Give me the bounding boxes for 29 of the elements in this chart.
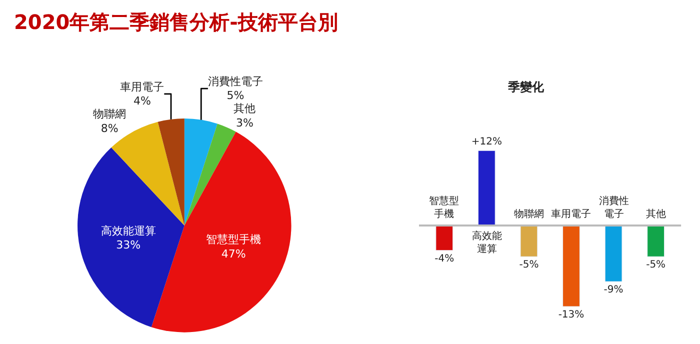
x-tick-label: 其他 xyxy=(646,208,666,220)
data-label: 33% xyxy=(116,238,141,252)
data-label: 4% xyxy=(133,94,151,108)
data-label: 5% xyxy=(226,89,244,102)
slice-label: 物聯網 xyxy=(93,108,126,121)
pie-slice xyxy=(78,148,184,328)
data-label: -4% xyxy=(434,253,454,264)
slice-label: 高效能運算 xyxy=(100,224,156,238)
data-label: -5% xyxy=(646,260,666,271)
pie-slice xyxy=(184,124,236,226)
x-tick-label: 智慧型手機 xyxy=(429,195,459,220)
x-tick-label: 物聯網 xyxy=(514,208,544,220)
data-label: -5% xyxy=(519,260,539,271)
data-label: 47% xyxy=(221,247,246,260)
pie-slice xyxy=(158,118,184,226)
data-label: -13% xyxy=(558,309,584,320)
data-label: -9% xyxy=(604,284,624,296)
x-tick-label: 消費性電子 xyxy=(599,195,629,220)
chart-title: 季變化 xyxy=(507,80,545,94)
chart-title: 2020年第二季銷售分析-技術平台別 xyxy=(14,10,338,34)
x-tick-label: 車用電子 xyxy=(551,208,591,220)
data-label: 3% xyxy=(236,116,254,130)
slice-label: 消費性電子 xyxy=(208,74,263,88)
slice-label: 其他 xyxy=(234,102,256,116)
pie-slice xyxy=(184,118,218,226)
data-label: +12% xyxy=(471,136,502,148)
slice-label: 車用電子 xyxy=(120,80,164,94)
data-label: 8% xyxy=(100,122,118,135)
slice-label: 智慧型手機 xyxy=(206,233,262,246)
